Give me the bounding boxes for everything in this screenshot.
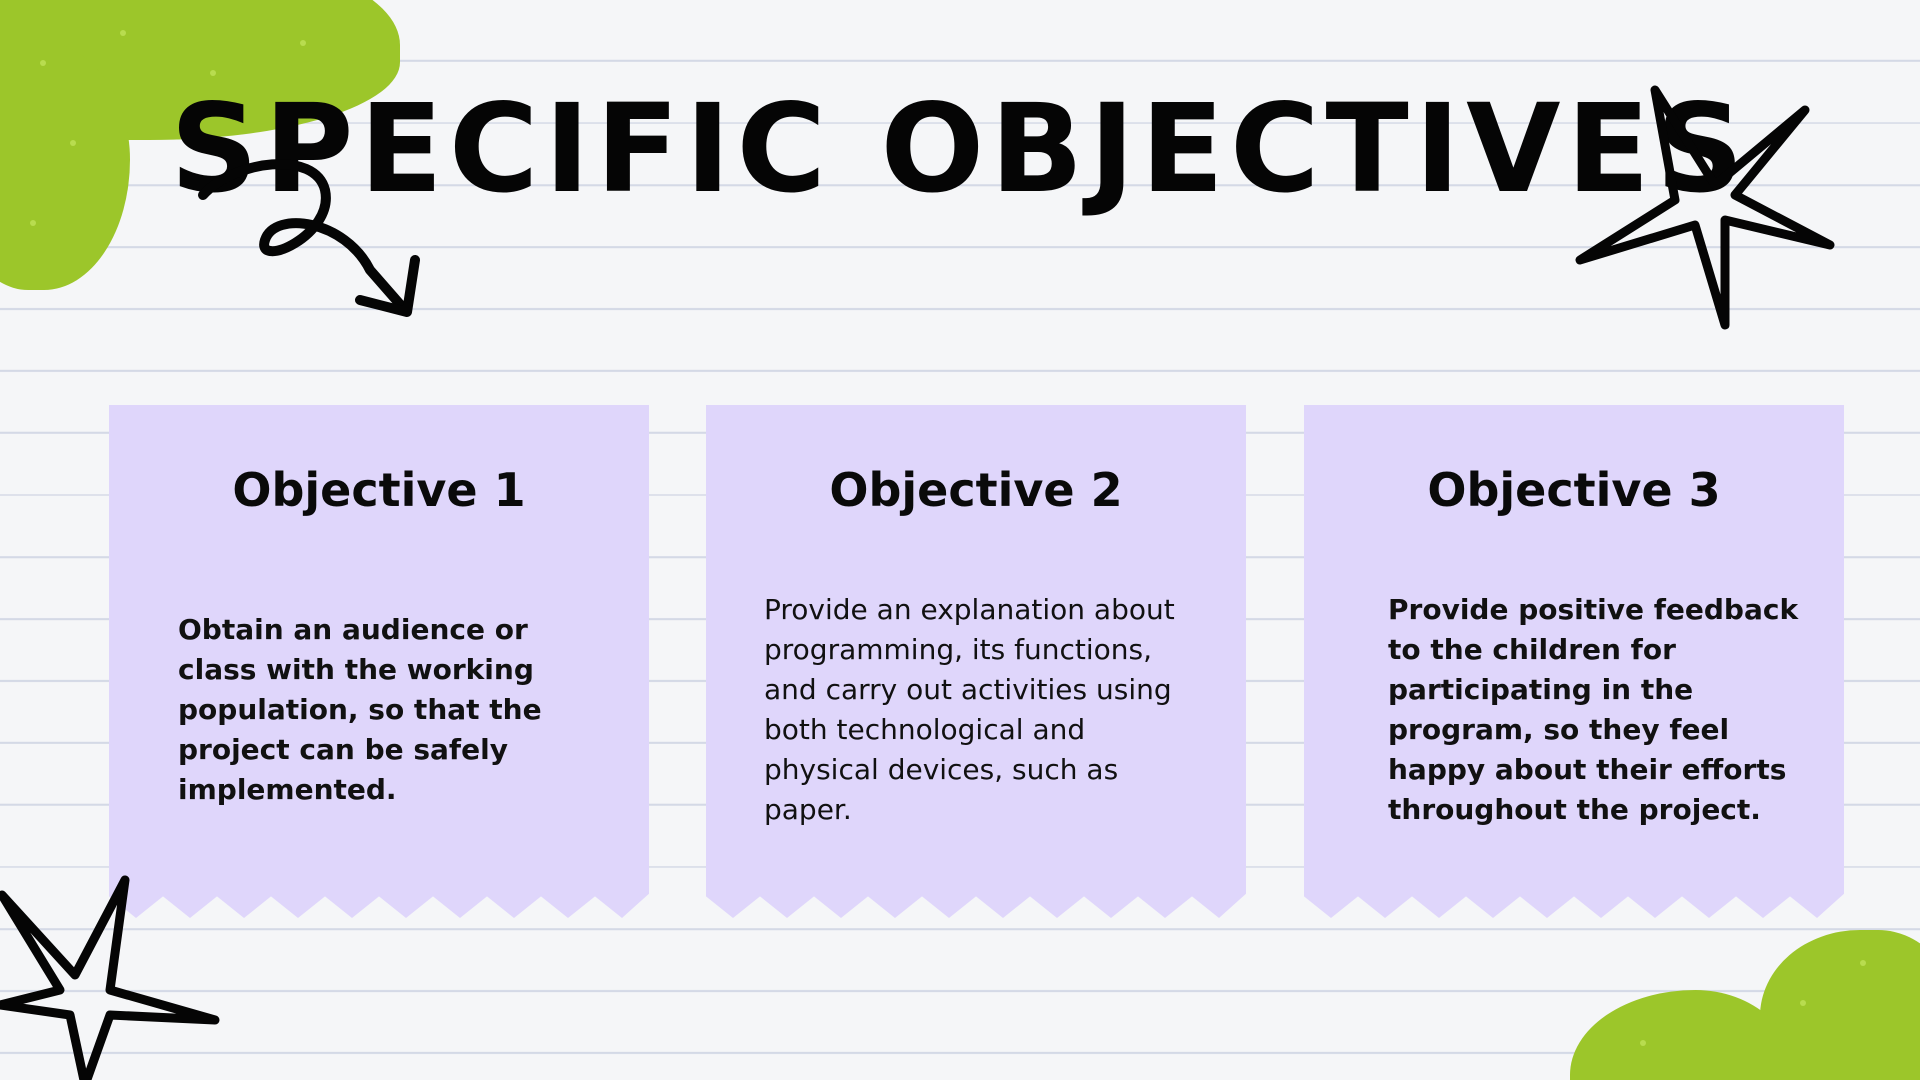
objective-text: Obtain an audience or class with the wor… — [178, 613, 542, 806]
star-outline-icon — [1575, 85, 1835, 330]
blob-speck — [70, 140, 76, 146]
slide-title: SPECIFIC OBJECTIVES — [170, 78, 1750, 220]
blob-speck — [40, 60, 46, 66]
blob-speck — [120, 30, 126, 36]
blob-speck — [300, 40, 306, 46]
curly-arrow-icon — [198, 159, 420, 317]
objective-text: Provide positive feedback to the childre… — [1388, 593, 1799, 826]
objective-card-2: Objective 2 Provide an explanation about… — [706, 405, 1246, 918]
blob-speck — [1860, 960, 1866, 966]
blob-speck — [1800, 1000, 1806, 1006]
blob-speck — [1640, 1040, 1646, 1046]
objective-card-1: Objective 1 Obtain an audience or class … — [109, 405, 649, 918]
objective-card-3: Objective 3 Provide positive feedback to… — [1304, 405, 1844, 918]
blob-speck — [30, 220, 36, 226]
objective-heading: Objective 2 — [829, 463, 1123, 517]
objective-text: Provide an explanation about programming… — [764, 593, 1175, 826]
star-outline-icon — [0, 875, 220, 1080]
objective-heading: Objective 1 — [232, 463, 526, 517]
blob-speck — [210, 70, 216, 76]
objective-heading: Objective 3 — [1427, 463, 1721, 517]
